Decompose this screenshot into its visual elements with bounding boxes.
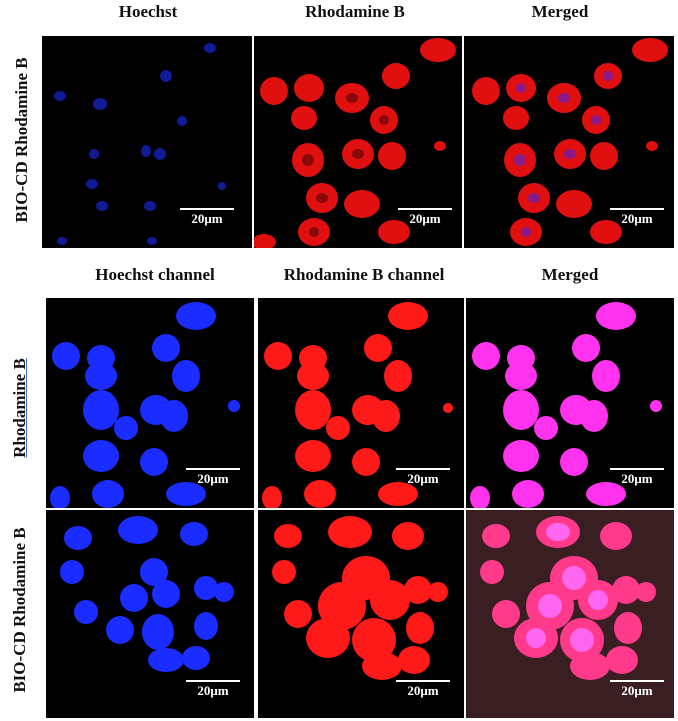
scale-bar-label: 20μm — [407, 471, 439, 486]
cells-b2-merged — [480, 516, 656, 680]
scale-bar-label: 20μm — [407, 683, 439, 698]
scale-bar-b2-rhodamine: 20μm — [396, 680, 450, 699]
cells-a-rhodamine — [254, 38, 456, 248]
scale-bar-label: 20μm — [197, 471, 229, 486]
row-label-bio-cd-rhodamine-b-bottom: BIO-CD Rhodamine B — [10, 527, 29, 693]
header-rhodamine-b-channel: Rhodamine B channel — [283, 265, 445, 284]
scale-bar-b1-merged: 20μm — [610, 468, 664, 487]
scale-bar-a-hoechst: 20μm — [180, 208, 234, 227]
scale-bar-b2-hoechst: 20μm — [186, 680, 240, 699]
scale-bar-b1-hoechst: 20μm — [186, 468, 240, 487]
panel-b1-merged: 20μm — [466, 298, 674, 508]
panel-a-merged: 20μm — [464, 36, 674, 248]
panel-a-hoechst: 20μm — [42, 36, 252, 248]
panel-b2-merged: 20μm — [466, 510, 674, 718]
cells-a-merged — [472, 38, 668, 246]
cells-a-hoechst — [54, 43, 226, 245]
cells-b2-rhodamine — [272, 516, 448, 680]
scale-bar-b2-merged: 20μm — [610, 680, 664, 699]
scale-bar-a-merged: 20μm — [610, 208, 664, 227]
panel-b1-hoechst: 20μm — [46, 298, 254, 508]
cells-b2-hoechst — [60, 516, 234, 672]
panel-b2-rhodamine: 20μm — [258, 510, 464, 718]
scale-bar-label: 20μm — [409, 211, 441, 226]
header-hoechst-channel: Hoechst channel — [95, 265, 215, 284]
row-label-bio-cd-rhodamine-b-top: BIO-CD Rhodamine B — [12, 57, 31, 223]
scale-bar-b1-rhodamine: 20μm — [396, 468, 450, 487]
scale-bar-label: 20μm — [191, 211, 223, 226]
cells-b1-hoechst — [50, 302, 240, 508]
panel-b1-rhodamine: 20μm — [258, 298, 464, 508]
header-rhodamine-b: Rhodamine B — [305, 2, 405, 21]
scale-bar-label: 20μm — [621, 471, 653, 486]
scale-bar-label: 20μm — [621, 683, 653, 698]
cells-b1-rhodamine — [262, 302, 453, 508]
header-hoechst: Hoechst — [118, 2, 178, 21]
cells-b1-merged — [470, 302, 662, 508]
panel-a-rhodamine: 20μm — [254, 36, 462, 248]
scale-bar-a-rhodamine: 20μm — [398, 208, 452, 227]
header-merged-b: Merged — [541, 265, 599, 284]
scale-bar-label: 20μm — [197, 683, 229, 698]
row-label-rhodamine-b: Rhodamine B — [10, 358, 29, 458]
scale-bar-label: 20μm — [621, 211, 653, 226]
header-merged: Merged — [531, 2, 589, 21]
panel-b2-hoechst: 20μm — [46, 510, 254, 718]
